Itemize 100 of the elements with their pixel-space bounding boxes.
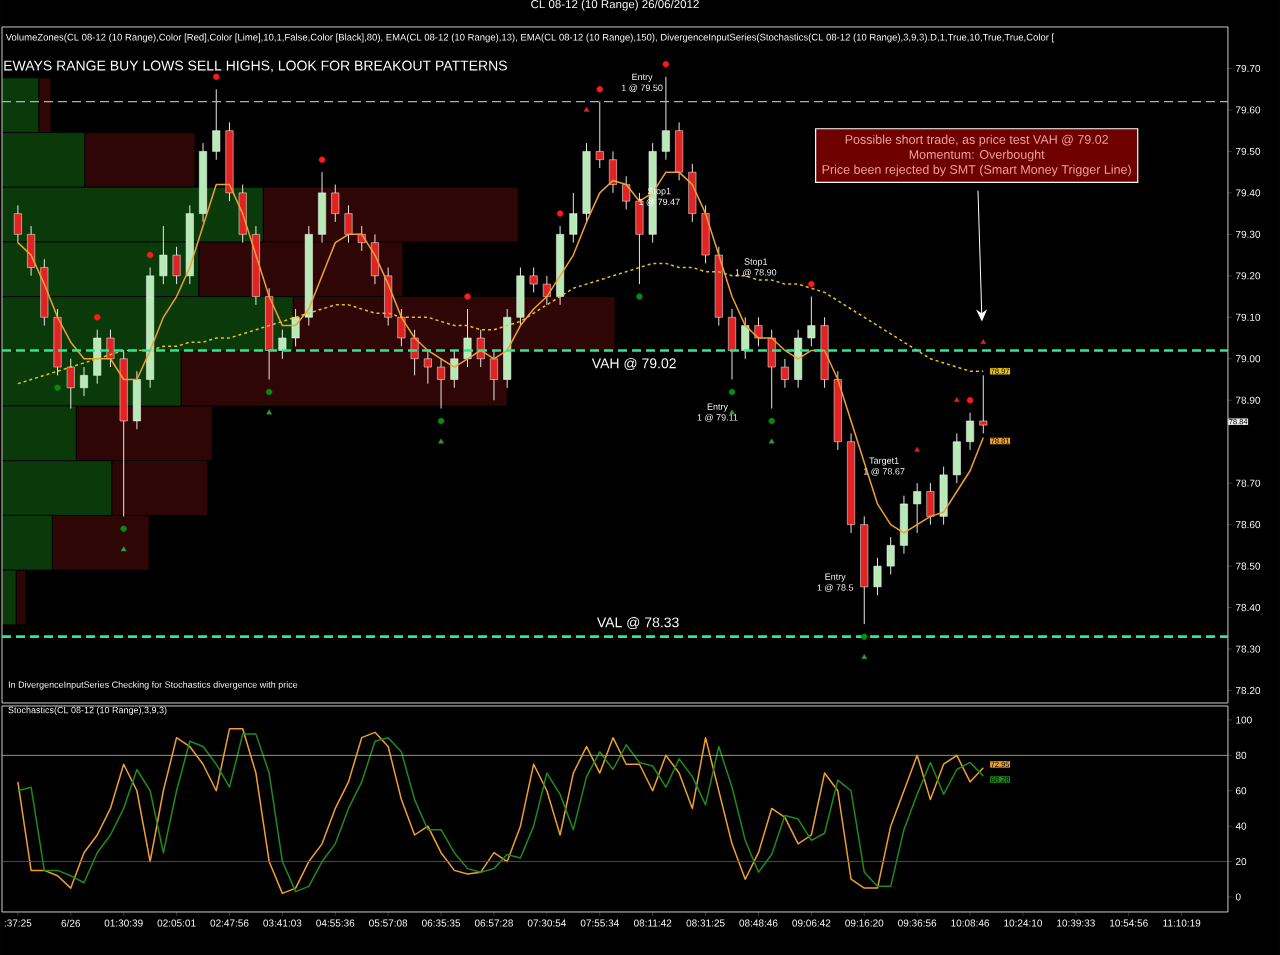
- y-tick-label: 20: [1235, 858, 1247, 866]
- candlestick: [397, 308, 406, 347]
- candlestick: [873, 557, 882, 596]
- annotation: Entry: [825, 573, 846, 582]
- candlestick: [172, 246, 181, 285]
- y-tick-label: 79.00: [1235, 355, 1261, 363]
- annotation: 1 @ 78.67: [863, 467, 905, 476]
- point: [966, 397, 974, 404]
- x-tick-label: 10:24:10: [1004, 919, 1043, 927]
- chart-title: CL 08-12 (10 Range) 26/06/2012: [531, 0, 699, 11]
- y-tick-label: 0: [1235, 893, 1241, 901]
- x-tick-label: 08:11:42: [633, 919, 672, 927]
- point: [596, 85, 603, 93]
- annotation: VolumeZones(CL 08-12 (10 Range),Color [Red],Color [Lime],10,1,False,Color [Black],80), EMA(CL 08-12 (10 Range),13), EMA(CL 08-12 (10 Range),150), DivergenceInputSeries(Stochastics(CL 08-12 (10 Range),3,9,3).D,1,True,10,True,True,Color [: [5, 33, 1055, 43]
- y-tick-label: 79.10: [1235, 313, 1261, 321]
- candlestick: [344, 204, 353, 244]
- y-tick-label: 79.50: [1235, 147, 1261, 155]
- x-tick-label: 07:30:54: [527, 919, 567, 927]
- x-tick-label: 10:39:33: [1057, 919, 1095, 927]
- annotation: 1 @ 79.50: [621, 84, 663, 93]
- point: [556, 210, 564, 217]
- point: [54, 384, 61, 391]
- point: [728, 388, 736, 396]
- point: [438, 438, 444, 444]
- annotation: 1 @ 78.5: [817, 584, 854, 592]
- point: [583, 106, 590, 112]
- candlestick: [966, 412, 975, 451]
- point: [265, 388, 273, 396]
- x-tick-label: :37:25: [4, 919, 32, 927]
- candlestick: [529, 267, 538, 293]
- candlestick: [595, 101, 604, 169]
- x-tick-label: 6/26: [61, 919, 81, 927]
- point: [464, 293, 471, 300]
- point: [213, 73, 220, 80]
- x-tick-label: 02:47:56: [210, 919, 249, 927]
- candlestick: [437, 358, 446, 409]
- x-tick-label: 11:10:19: [1163, 919, 1201, 927]
- y-tick-label: 40: [1235, 822, 1247, 830]
- y-tick-label: 79.60: [1235, 106, 1261, 114]
- x-tick-label: 01:30:39: [104, 919, 143, 927]
- y-tick-label: 78.70: [1235, 479, 1261, 487]
- chart-title: Stochastics(CL 08-12 (10 Range),3,9,3): [8, 706, 167, 715]
- x-tick-label: 07:55:34: [580, 919, 619, 927]
- y-tick-label: 79.20: [1235, 272, 1261, 280]
- x-tick-label: 10:54:56: [1110, 919, 1148, 927]
- candlestick: [661, 76, 670, 161]
- annotation: Momentum: Overbought: [909, 149, 1045, 162]
- x-tick-label: 06:35:35: [422, 919, 461, 927]
- annotation: EWAYS RANGE BUY LOWS SELL HIGHS, LOOK FOR BREAKOUT PATTERNS: [4, 60, 507, 73]
- y-tick-label: 80: [1235, 751, 1247, 759]
- y-tick-label: 100: [1236, 716, 1252, 724]
- point: [437, 417, 445, 425]
- candlestick: [212, 88, 221, 161]
- point: [808, 280, 815, 288]
- y-tick-label: 78.60: [1235, 521, 1261, 529]
- annotation: 1 @ 78.90: [735, 268, 777, 277]
- candlestick: [754, 316, 763, 347]
- y-tick-label: 79.40: [1235, 189, 1261, 197]
- point: [980, 338, 987, 344]
- annotation: Stop1: [744, 258, 768, 267]
- candlestick: [622, 175, 631, 210]
- annotation: Entry: [707, 403, 728, 412]
- y-tick-label: 78.30: [1235, 645, 1261, 653]
- y-tick-label: 78.50: [1235, 562, 1261, 570]
- ref-line-label: VAL @ 78.33: [596, 617, 679, 630]
- candlestick: [450, 350, 459, 389]
- point: [914, 446, 920, 452]
- x-tick-label: 09:06:42: [792, 919, 831, 927]
- candlestick: [913, 482, 922, 534]
- y-tick-label: 60: [1235, 787, 1247, 795]
- annotation: Target1: [869, 457, 899, 466]
- x-tick-label: 08:48:46: [739, 919, 778, 927]
- candlestick: [886, 536, 895, 575]
- y-tick-label: 79.30: [1235, 230, 1261, 238]
- x-tick-label: 08:31:25: [686, 919, 725, 927]
- candlestick: [13, 204, 22, 244]
- candlestick: [423, 350, 432, 385]
- candlestick: [569, 192, 578, 244]
- x-tick-label: 02:05:01: [157, 919, 196, 927]
- candlestick: [80, 366, 88, 397]
- annotation: Entry: [632, 73, 653, 82]
- annotation: Possible short trade, as price test VAH @ 79.02: [845, 134, 1108, 147]
- candlestick: [331, 184, 340, 223]
- point: [954, 397, 960, 402]
- candlestick: [490, 350, 498, 401]
- x-tick-label: 09:16:20: [845, 919, 884, 927]
- candlestick: [979, 374, 988, 434]
- annotation: In DivergenceInputSeries Checking for Stochastics divergence with price: [8, 681, 298, 690]
- candlestick: [106, 329, 115, 368]
- x-tick-label: 09:36:56: [898, 919, 937, 927]
- y-tick-label: 79.70: [1235, 64, 1261, 72]
- x-tick-label: 10:08:46: [951, 919, 990, 927]
- point: [318, 156, 326, 163]
- y-tick-label: 78.90: [1235, 396, 1261, 404]
- point: [861, 633, 868, 640]
- y-tick-label: 78.40: [1235, 604, 1261, 612]
- candlestick: [542, 275, 551, 306]
- candlestick: [780, 358, 789, 389]
- x-tick-label: 03:41:03: [263, 919, 302, 927]
- point: [768, 417, 775, 425]
